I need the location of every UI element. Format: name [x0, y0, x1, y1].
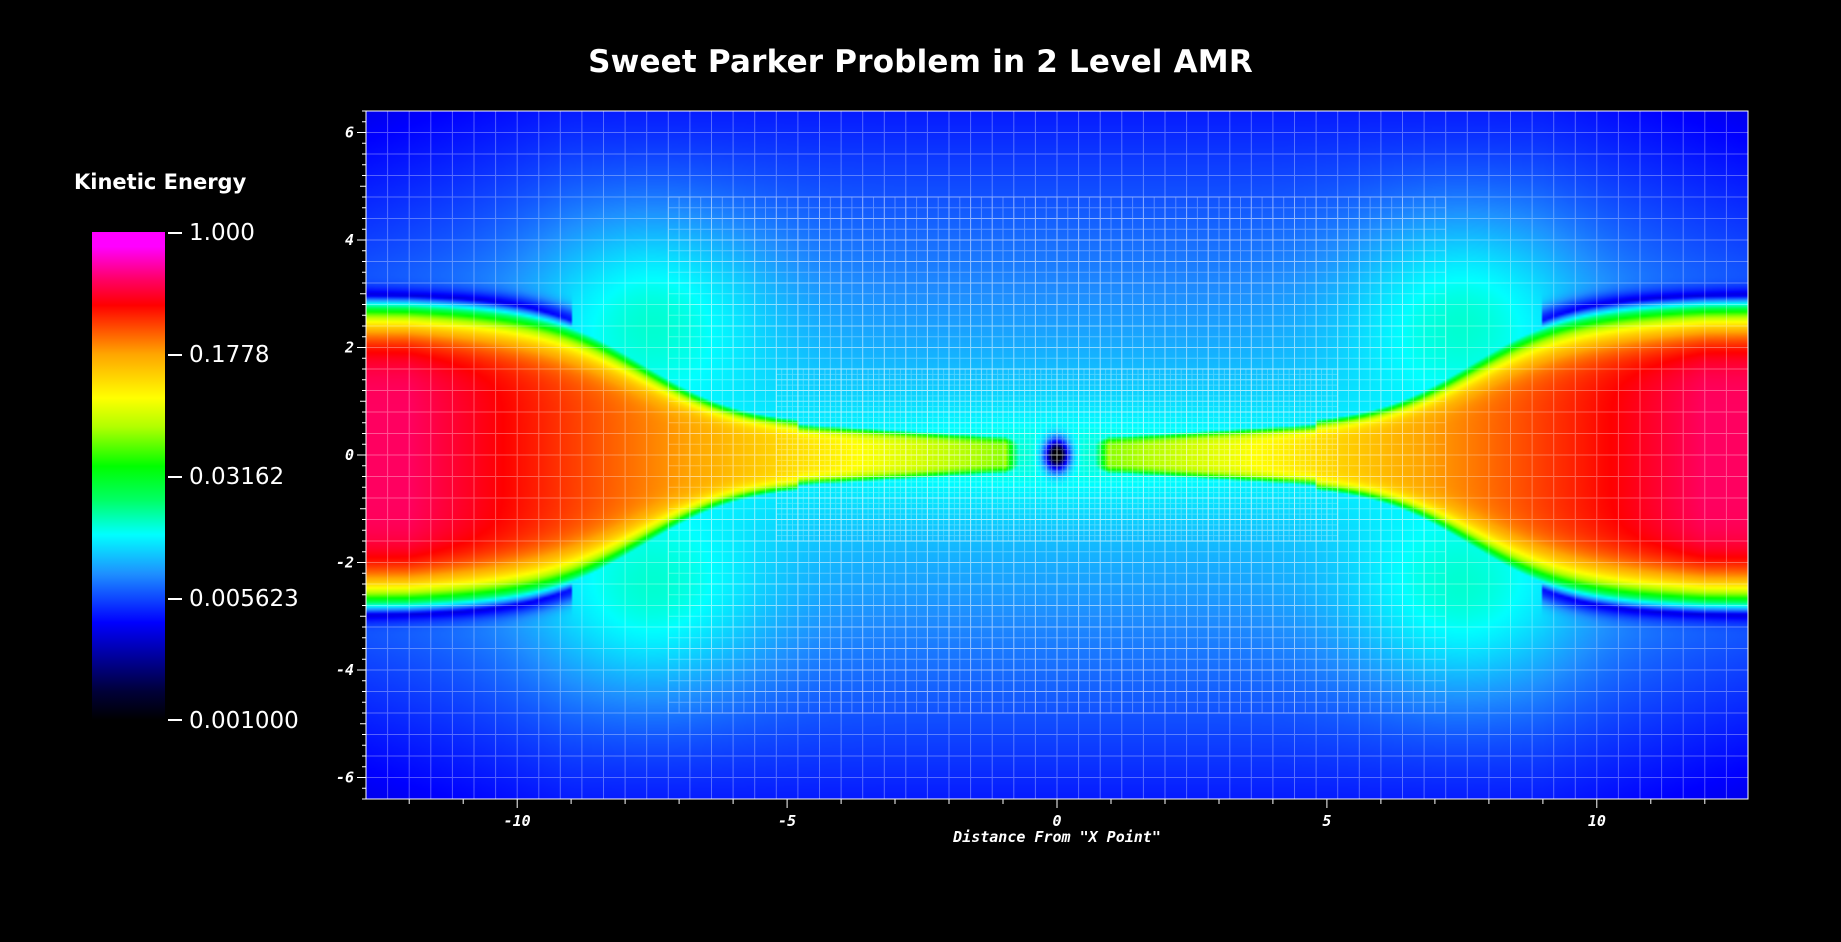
x-axis-label: Distance From "X Point": [952, 828, 1161, 846]
colorbar-title: Kinetic Energy: [74, 170, 247, 194]
colorbar-tick-label: 0.1778: [189, 342, 270, 368]
y-tick-label: -6: [336, 769, 354, 787]
x-tick-label: 10: [1588, 812, 1606, 830]
colorbar-tick-label: 0.001000: [189, 708, 299, 734]
colorbar-tick: [168, 354, 182, 356]
colorbar-tick: [168, 232, 182, 234]
x-tick-label: -10: [504, 812, 531, 830]
chart-title: Sweet Parker Problem in 2 Level AMR: [588, 44, 1253, 80]
colorbar-tick: [168, 719, 182, 721]
kinetic-energy-heatmap: [366, 111, 1748, 799]
colorbar-tick: [168, 598, 182, 600]
y-tick-label: 2: [344, 339, 354, 357]
colorbar: [92, 232, 165, 720]
x-tick-label: -5: [778, 812, 796, 830]
colorbar-tick: [168, 476, 182, 478]
colorbar-tick-label: 0.005623: [189, 586, 299, 612]
colorbar-tick-label: 0.03162: [189, 464, 285, 490]
y-tick-label: 4: [345, 231, 354, 249]
y-tick-label: 0: [345, 446, 354, 464]
x-tick-label: 0: [1052, 812, 1061, 830]
y-tick-label: 6: [345, 124, 354, 142]
x-tick-label: 5: [1322, 812, 1331, 830]
colorbar-tick-label: 1.000: [189, 220, 255, 246]
plot-area: [366, 111, 1748, 799]
y-tick-label: -2: [336, 554, 354, 572]
y-tick-label: -4: [336, 661, 354, 679]
